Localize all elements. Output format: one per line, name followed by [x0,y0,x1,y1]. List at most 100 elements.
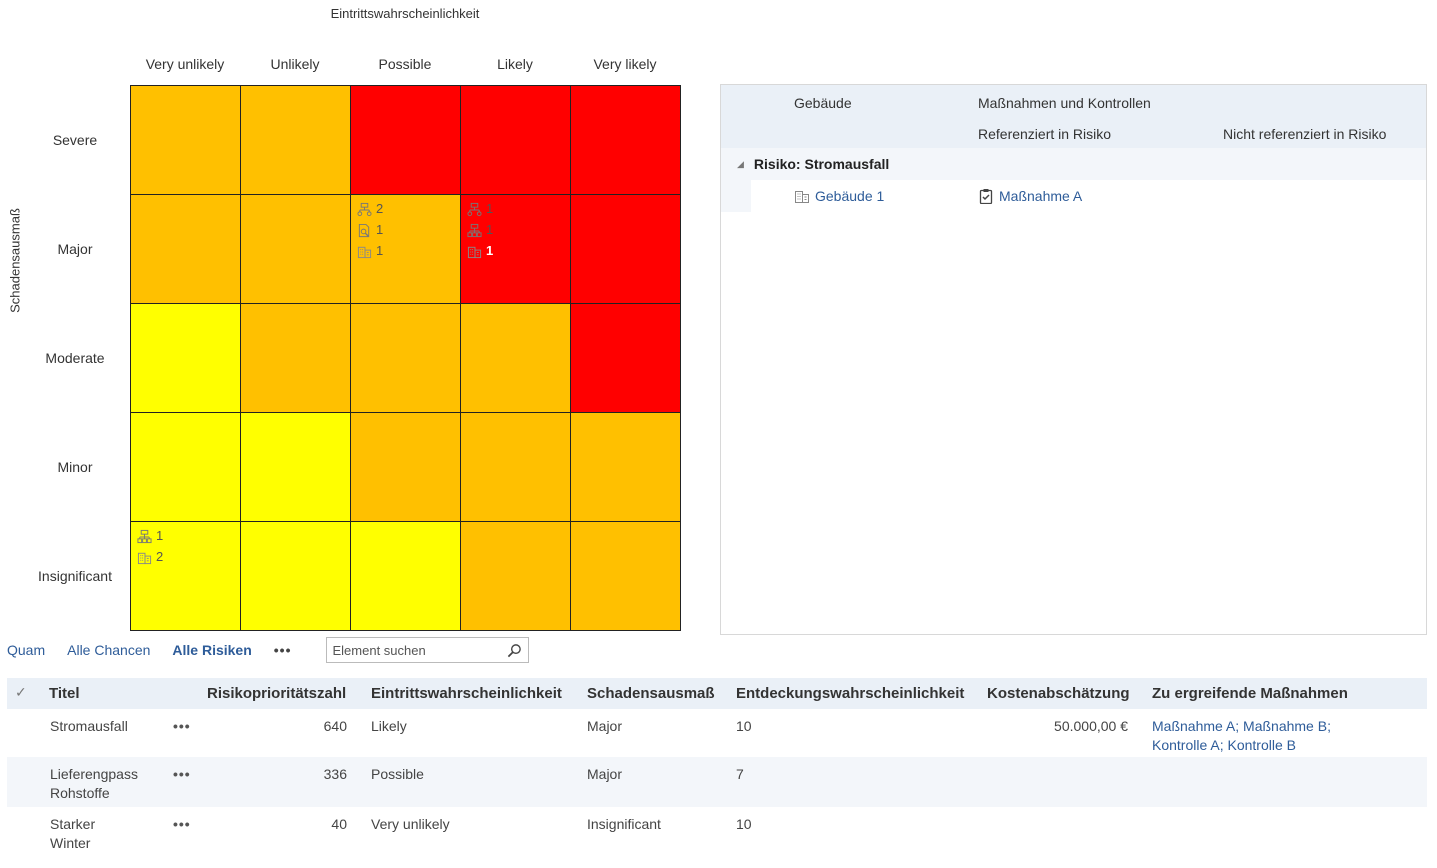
matrix-cell-insignificant-very-likely[interactable] [571,522,681,631]
building-link-label: Gebäude 1 [815,188,885,204]
matrix-cell-minor-likely[interactable] [461,413,571,522]
matrix-cell-major-unlikely[interactable] [241,195,351,304]
row-title[interactable]: Lieferengpass [50,766,138,782]
badge-count: 1 [486,222,494,237]
tab-alle-chancen[interactable]: Alle Chancen [67,642,151,658]
column-header-titel[interactable]: Titel [49,685,80,702]
row-menu-button[interactable]: ••• [173,718,191,734]
row-rpz: 336 [323,766,347,782]
hierarchy-icon [467,202,482,217]
tab-quam[interactable]: Quam [7,642,46,658]
matrix-cell-severe-unlikely[interactable] [241,86,351,195]
matrix-cell-moderate-unlikely[interactable] [241,304,351,413]
cell-badge[interactable]: 1 [467,242,493,260]
row-detection: 7 [736,766,744,782]
row-measures-link[interactable]: Kontrolle A; Kontrolle B [1152,737,1296,753]
pane-item-row: Gebäude 1 Maßnahme A [721,180,1426,212]
measure-link[interactable]: Maßnahme A [978,188,1082,204]
row-likelihood: Possible [371,766,424,782]
badge-count: 1 [156,528,164,543]
badge-count: 1 [376,243,384,258]
matrix-cell-moderate-very-likely[interactable] [571,304,681,413]
cell-badge[interactable]: 2 [137,548,163,566]
row-detection: 10 [736,816,752,832]
badge-count: 1 [486,201,494,216]
cell-badge[interactable]: 1 [467,221,493,239]
matrix-cell-insignificant-possible[interactable] [351,522,461,631]
row-impact: Major [587,766,623,782]
cell-badge[interactable]: 1 [467,200,493,218]
group-row[interactable]: ◢ Risiko: Stromausfall [721,148,1426,180]
column-header-building[interactable]: Gebäude [794,95,852,111]
badge-count: 1 [376,222,384,237]
matrix-cell-moderate-likely[interactable] [461,304,571,413]
column-header-rpz[interactable]: Risikoprioritätszahl [207,685,347,702]
row-rpz: 40 [331,816,347,832]
row-likelihood: Likely [371,718,407,734]
matrix-cell-moderate-very-unlikely[interactable] [131,304,241,413]
row-header: Insignificant [38,567,112,584]
collapse-triangle-icon[interactable]: ◢ [737,158,744,169]
matrix-cell-severe-likely[interactable] [461,86,571,195]
column-header: Very unlikely [145,56,225,72]
column-header-referenced[interactable]: Referenziert in Risiko [978,126,1112,142]
building-icon [137,550,152,565]
cell-badge[interactable]: 2 [357,200,383,218]
matrix-cell-severe-very-likely[interactable] [571,86,681,195]
row-header: Minor [57,458,93,475]
more-views-button[interactable]: ••• [273,642,292,658]
matrix-row-headers: Severe Major Moderate Minor Insignifican… [20,85,130,630]
matrix-cell-major-likely[interactable]: 1 1 1 [461,195,571,304]
org-chart-icon [467,223,482,238]
row-menu-button[interactable]: ••• [173,816,191,832]
building-link[interactable]: Gebäude 1 [794,188,884,204]
column-header-cost[interactable]: Kostenabschätzung [987,685,1130,702]
column-header-measures[interactable]: Maßnahmen und Kontrollen [978,95,1151,111]
row-title[interactable]: Winter [50,835,91,851]
row-menu-button[interactable]: ••• [173,766,191,782]
cell-badge[interactable]: 1 [357,221,383,239]
matrix-cell-insignificant-likely[interactable] [461,522,571,631]
matrix-cell-minor-very-likely[interactable] [571,413,681,522]
row-title[interactable]: Rohstoffe [50,785,110,801]
column-header-likelihood[interactable]: Eintrittswahrscheinlichkeit [371,685,562,702]
matrix-cell-moderate-possible[interactable] [351,304,461,413]
column-header: Likely [497,56,533,72]
matrix-cell-severe-very-unlikely[interactable] [131,86,241,195]
column-header-not-referenced[interactable]: Nicht referenziert in Risiko [1223,126,1387,142]
building-icon [795,191,809,203]
column-header-detection[interactable]: Entdeckungswahrscheinlichkeit [736,685,965,702]
matrix-cell-insignificant-unlikely[interactable] [241,522,351,631]
column-header-impact[interactable]: Schadensausmaß [587,685,715,702]
cell-badge[interactable]: 1 [137,527,163,545]
risk-list: ✓ Titel Risikoprioritätszahl Eintrittswa… [7,678,1427,857]
cell-badge[interactable]: 1 [357,242,383,260]
measure-link-label: Maßnahme A [999,188,1083,204]
matrix-cell-major-possible[interactable]: 2 1 1 [351,195,461,304]
row-likelihood: Very unlikely [371,816,450,832]
row-impact: Insignificant [587,816,661,832]
row-title[interactable]: Starker [50,816,96,832]
document-search-icon [357,223,372,238]
matrix-cell-severe-possible[interactable] [351,86,461,195]
search-input[interactable] [326,639,497,661]
matrix-cell-minor-unlikely[interactable] [241,413,351,522]
search-icon[interactable] [507,643,522,658]
matrix-cell-minor-very-unlikely[interactable] [131,413,241,522]
table-row[interactable]: Lieferengpass Rohstoffe ••• 336 Possible… [7,757,1427,807]
matrix-cell-major-very-unlikely[interactable] [131,195,241,304]
table-row[interactable]: Starker Winter ••• 40 Very unlikely Insi… [7,807,1427,857]
tab-alle-risiken[interactable]: Alle Risiken [172,642,252,658]
row-cost: 50.000,00 € [1054,718,1128,734]
badge-count: 1 [486,243,494,258]
row-measures-link[interactable]: Maßnahme A; Maßnahme B; [1152,718,1331,734]
column-header-measures[interactable]: Zu ergreifende Maßnahmen [1152,685,1348,702]
table-row[interactable]: Stromausfall ••• 640 Likely Major 10 50.… [7,709,1427,757]
select-all-check-icon[interactable]: ✓ [15,684,27,700]
row-title[interactable]: Stromausfall [50,718,128,734]
matrix-cell-major-very-likely[interactable] [571,195,681,304]
matrix-cell-minor-possible[interactable] [351,413,461,522]
